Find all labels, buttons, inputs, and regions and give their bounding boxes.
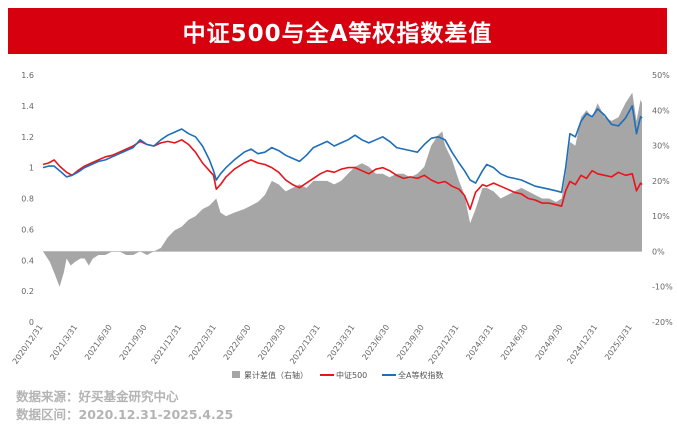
x-tick-label: 2023/12/31 xyxy=(427,323,461,366)
left-tick-label: 0 xyxy=(29,318,34,327)
right-tick-label: 10% xyxy=(652,212,670,221)
x-tick-label: 2023/3/31 xyxy=(326,323,357,362)
x-tick-label: 2024/6/30 xyxy=(499,323,530,362)
series-area-cumulative-diff xyxy=(43,92,642,287)
left-tick-label: 0.2 xyxy=(21,287,34,296)
right-tick-label: 50% xyxy=(652,71,670,80)
left-tick-label: 1.6 xyxy=(21,71,34,80)
x-axis: 2020/12/31 2021/3/31 2021/6/30 2021/9/30 202… xyxy=(11,323,634,366)
legend-label: 累计差值（右轴） xyxy=(244,370,308,380)
x-tick-label: 2024/9/30 xyxy=(534,323,565,362)
title-banner: 中证500与全A等权指数差值 xyxy=(8,8,667,54)
chart-title: 中证500与全A等权指数差值 xyxy=(182,21,493,47)
x-tick-label: 2020/12/31 xyxy=(11,323,45,366)
left-tick-label: 1 xyxy=(29,164,34,173)
x-tick-label: 2021/9/30 xyxy=(118,323,149,362)
legend: 累计差值（右轴） 中证500 全A等权指数 xyxy=(232,370,443,380)
x-tick-label: 2024/12/31 xyxy=(565,323,599,366)
x-tick-label: 2021/12/31 xyxy=(149,323,183,366)
left-tick-label: 0.6 xyxy=(21,225,34,234)
x-tick-label: 2021/3/31 xyxy=(48,323,79,362)
data-range: 数据区间：2020.12.31-2025.4.25 xyxy=(16,407,234,422)
right-tick-label: 40% xyxy=(652,106,670,115)
x-tick-label: 2023/6/30 xyxy=(360,323,391,362)
right-tick-label: 20% xyxy=(652,177,670,186)
legend-label: 中证500 xyxy=(336,370,367,380)
x-tick-label: 2022/6/30 xyxy=(222,323,253,362)
x-tick-label: 2024/3/31 xyxy=(464,323,495,362)
left-tick-label: 1.2 xyxy=(21,133,34,142)
legend-label: 全A等权指数 xyxy=(398,370,443,380)
left-tick-label: 1.4 xyxy=(21,102,34,111)
series-line-equal-weight-a xyxy=(42,105,643,194)
line-layer xyxy=(42,105,643,211)
right-tick-label: 0% xyxy=(652,247,665,256)
right-axis: -20% -10% 0% 10% 20% 30% 40% 50% xyxy=(652,71,673,327)
x-tick-label: 2023/9/30 xyxy=(395,323,426,362)
x-tick-label: 2022/9/30 xyxy=(256,323,287,362)
legend-swatch-area xyxy=(232,371,240,378)
data-source: 数据来源：好买基金研究中心 xyxy=(16,389,179,404)
x-tick-label: 2025/3/31 xyxy=(603,323,634,362)
right-tick-label: 30% xyxy=(652,142,670,151)
area-layer xyxy=(43,92,642,287)
left-tick-label: 0.4 xyxy=(21,256,34,265)
x-tick-label: 2021/6/30 xyxy=(83,323,114,362)
right-tick-label: -20% xyxy=(652,318,673,327)
x-tick-label: 2022/12/31 xyxy=(288,323,322,366)
right-tick-label: -10% xyxy=(652,283,673,292)
left-axis: 0 0.2 0.4 0.6 0.8 1 1.2 1.4 1.6 xyxy=(21,71,34,327)
x-tick-label: 2022/3/31 xyxy=(187,323,218,362)
left-tick-label: 0.8 xyxy=(21,195,34,204)
